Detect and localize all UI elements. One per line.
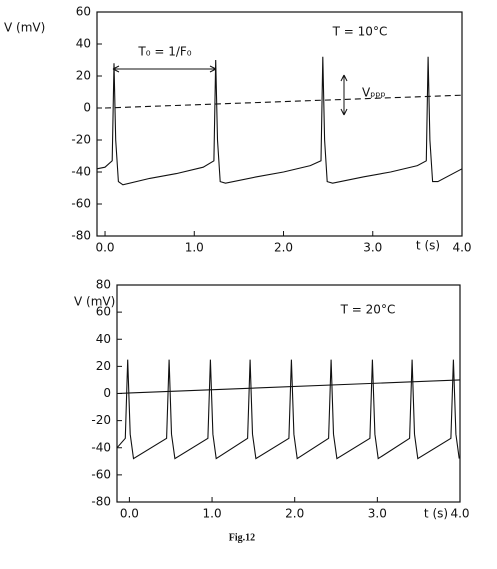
y-tick-label: -80 xyxy=(91,495,111,509)
reference-line xyxy=(104,94,463,109)
y-axis-label: V (mV) xyxy=(74,295,115,309)
annotation: Vₚₚₚ xyxy=(362,86,386,100)
x-tick-label: 2.0 xyxy=(274,241,293,255)
x-axis-label: t (s) xyxy=(416,239,440,253)
x-tick-label: 4.0 xyxy=(452,241,471,255)
caption: Fig.12 xyxy=(229,532,255,543)
y-tick-label: 60 xyxy=(96,305,111,319)
y-tick-label: -60 xyxy=(91,467,111,481)
voltage-trace xyxy=(116,379,461,395)
y-tick-label: -40 xyxy=(91,440,111,454)
y-tick-label: -80 xyxy=(71,229,91,243)
chart-title: T = 10°C xyxy=(332,25,388,39)
x-tick-label: 2.0 xyxy=(285,507,304,521)
y-tick-label: 40 xyxy=(76,37,91,51)
y-tick-label: -60 xyxy=(71,197,91,211)
voltage-trace xyxy=(116,359,460,460)
x-tick-label: 0.0 xyxy=(95,241,114,255)
y-axis-label: V (mV) xyxy=(4,21,45,35)
annotation: T₀ = 1/F₀ xyxy=(137,45,191,59)
x-tick-label: 3.0 xyxy=(368,507,387,521)
plot-frame xyxy=(96,11,463,237)
y-tick-label: -40 xyxy=(71,165,91,179)
chart-title: T = 20°C xyxy=(340,303,396,317)
y-tick-label: -20 xyxy=(91,413,111,427)
x-tick-label: 1.0 xyxy=(203,507,222,521)
y-tick-label: -20 xyxy=(71,133,91,147)
y-tick-label: 0 xyxy=(83,101,91,115)
x-tick-label: 1.0 xyxy=(185,241,204,255)
x-tick-label: 0.0 xyxy=(120,507,139,521)
x-tick-label: 3.0 xyxy=(363,241,382,255)
y-tick-label: 20 xyxy=(96,359,111,373)
x-tick-label: 4.0 xyxy=(450,507,469,521)
y-tick-label: 60 xyxy=(76,5,91,19)
y-tick-label: 40 xyxy=(96,332,111,346)
y-tick-label: 0 xyxy=(103,386,111,400)
y-tick-label: 80 xyxy=(96,278,111,292)
x-axis-label: t (s) xyxy=(424,507,448,521)
y-tick-label: 20 xyxy=(76,69,91,83)
arrow-heads xyxy=(112,65,217,73)
voltage-trace xyxy=(96,56,463,186)
arrow-heads xyxy=(340,74,348,116)
